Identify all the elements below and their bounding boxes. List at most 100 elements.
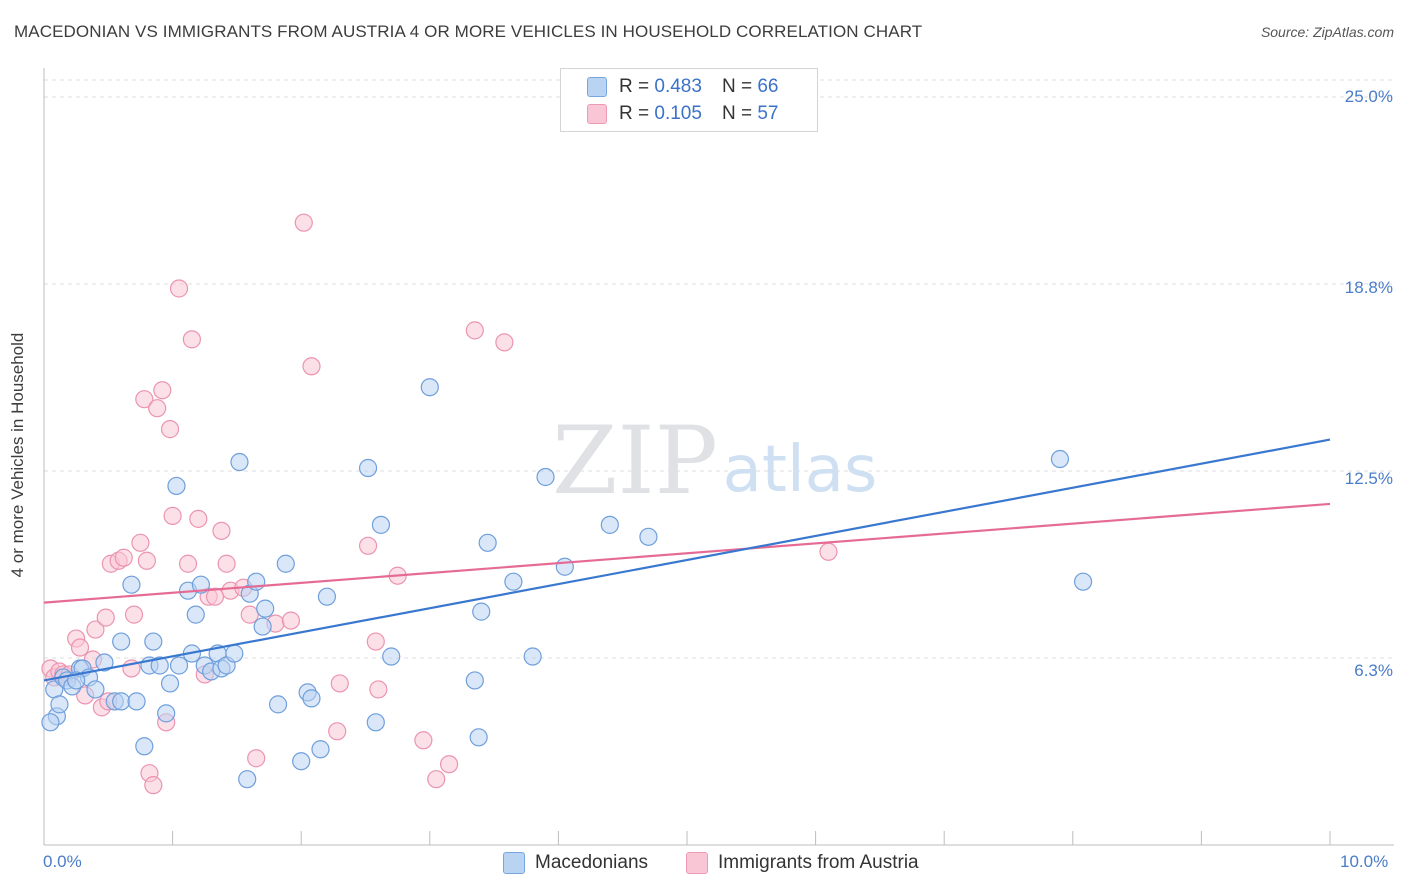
immigrants-point	[328, 722, 347, 741]
series-macedonians	[41, 378, 1093, 789]
macedonians-point	[150, 656, 169, 675]
macedonians-point	[144, 632, 163, 651]
source-label: Source: ZipAtlas.com	[1260, 24, 1394, 40]
stats-legend-row-macedonians: R = 0.483 N = 66	[587, 75, 778, 99]
macedonians-point	[465, 671, 484, 690]
macedonians-point	[478, 533, 497, 552]
macedonians-point	[523, 647, 542, 666]
macedonians-point	[536, 467, 555, 487]
macedonians-point	[41, 713, 60, 732]
immigrants-point	[169, 279, 189, 298]
macedonians-point	[225, 644, 244, 663]
immigrants-point	[182, 330, 201, 349]
axes	[43, 68, 1394, 846]
immigrants-point	[439, 755, 459, 774]
macedonians-trend-line	[43, 438, 1331, 682]
macedonians-point	[555, 557, 574, 576]
macedonians-point	[95, 653, 114, 672]
r-label: R =	[619, 103, 650, 124]
macedonians-point	[230, 452, 249, 472]
chart-title: MACEDONIAN VS IMMIGRANTS FROM AUSTRIA 4 …	[14, 22, 923, 41]
watermark-atlas: atlas	[723, 433, 878, 507]
macedonians-point	[112, 632, 131, 651]
macedonians-point	[122, 575, 141, 594]
immigrants-point	[70, 638, 90, 657]
y-tick-label: 6.3%	[1354, 661, 1393, 680]
macedonians-point	[135, 737, 154, 756]
macedonians-point	[504, 572, 523, 591]
immigrants-point	[358, 536, 378, 555]
immigrants-point	[366, 632, 385, 651]
immigrants-point	[86, 620, 105, 639]
immigrants-point	[247, 749, 266, 768]
gridlines	[44, 79, 1394, 659]
macedonians-point	[1073, 572, 1093, 591]
immigrants-point	[330, 674, 349, 693]
macedonians-point	[1050, 449, 1070, 469]
legend-label: Macedonians	[535, 852, 649, 873]
macedonians-point	[317, 587, 337, 606]
macedonians-point	[238, 770, 257, 789]
macedonians-point	[191, 575, 210, 594]
macedonians-point	[276, 554, 295, 573]
r-value: 0.105	[654, 103, 702, 124]
immigrants-point	[163, 506, 182, 525]
immigrants-point	[144, 776, 163, 795]
stats-legend-row-immigrants: R = 0.105 N = 57	[587, 102, 778, 126]
y-axis-label: 4 or more Vehicles in Household	[8, 332, 27, 578]
trend-lines	[43, 438, 1331, 682]
legend-label: Immigrants from Austria	[718, 852, 919, 873]
legend-item-immigrants-from-austria[interactable]: Immigrants from Austria	[686, 852, 919, 874]
macedonians-point	[160, 674, 180, 693]
macedonians-point	[253, 617, 272, 636]
r-value: 0.483	[654, 76, 702, 97]
macedonians-point	[420, 378, 439, 397]
macedonians-point	[358, 458, 378, 478]
macedonians-point	[86, 680, 105, 699]
immigrants-point	[819, 542, 838, 561]
macedonians-point	[127, 692, 146, 711]
macedonians-point	[112, 692, 131, 711]
immigrants-swatch	[587, 104, 607, 124]
n-label: N =	[721, 76, 753, 97]
immigrants-point	[427, 770, 446, 789]
x-tick-label: 0.0%	[43, 852, 82, 871]
immigrants-legend-swatch	[686, 852, 708, 874]
immigrants-point	[369, 680, 388, 699]
immigrants-point	[414, 731, 433, 750]
immigrants-point	[153, 381, 172, 400]
immigrants-point	[465, 321, 484, 340]
immigrants-point	[212, 521, 231, 540]
macedonians-point	[302, 689, 321, 708]
macedonians-swatch	[587, 77, 607, 97]
watermark: ZIP atlas	[552, 407, 877, 516]
macedonians-point	[371, 515, 391, 534]
immigrants-point	[240, 605, 259, 624]
immigrants-point	[189, 509, 208, 528]
legend-item-macedonians[interactable]: Macedonians	[503, 852, 648, 874]
immigrants-point	[205, 587, 225, 606]
immigrants-point	[302, 357, 321, 376]
immigrants-point	[178, 554, 198, 573]
immigrants-point	[131, 533, 150, 552]
macedonians-point	[169, 656, 189, 675]
macedonians-legend-swatch	[503, 852, 525, 874]
macedonians-point	[366, 713, 385, 732]
immigrants-point	[495, 333, 514, 352]
macedonians-point	[469, 728, 488, 747]
immigrants-point	[148, 399, 167, 418]
n-value: 57	[757, 103, 779, 124]
macedonians-point	[157, 704, 176, 723]
stats-legend: R = 0.483 N = 66 R = 0.105 N = 57	[560, 68, 818, 132]
watermark-zip: ZIP	[552, 407, 718, 516]
macedonians-point	[600, 515, 619, 534]
y-tick-label: 18.8%	[1344, 278, 1393, 297]
immigrants-point	[124, 605, 144, 624]
y-tick-label: 12.5%	[1344, 469, 1393, 488]
immigrants-point	[135, 390, 154, 409]
immigrants-point	[281, 611, 301, 630]
n-value: 66	[757, 76, 779, 97]
macedonians-point	[256, 599, 275, 618]
macedonians-point	[472, 602, 491, 621]
